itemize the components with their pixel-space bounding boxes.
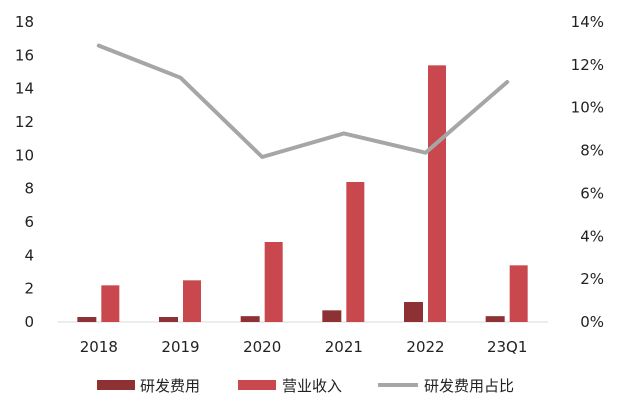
bar-revenue xyxy=(183,280,201,322)
legend-label-rd-expense: 研发费用 xyxy=(140,377,200,395)
bar-revenue xyxy=(509,265,528,322)
x-tick-label: 2019 xyxy=(161,338,199,356)
plot-area: 0 2 4 6 8 10 12 14 16 18 0% 2% 4% 6% 8% 10% 12% 14% 2018 20… xyxy=(15,13,604,356)
y-right-tick-label: 4% xyxy=(580,227,604,245)
y-left-tick-label: 14 xyxy=(15,80,34,98)
legend-label-rd-ratio: 研发费用占比 xyxy=(424,377,514,395)
x-tick-label: 2020 xyxy=(243,338,281,356)
bar-rd-expense xyxy=(240,316,260,322)
y-left-tick-label: 18 xyxy=(15,13,34,31)
bar-rd-expense xyxy=(485,316,505,322)
y-left-tick-label: 4 xyxy=(24,246,34,264)
y-left-tick-label: 8 xyxy=(24,180,34,198)
y-left-tick-label: 2 xyxy=(24,280,34,298)
x-tick-label: 23Q1 xyxy=(487,338,527,356)
y-right-tick-label: 2% xyxy=(580,270,604,288)
y-left-tick-label: 0 xyxy=(24,313,34,331)
y-left-tick-label: 10 xyxy=(15,146,34,164)
legend-label-revenue: 营业收入 xyxy=(282,377,342,395)
bar-revenue xyxy=(264,242,283,322)
legend-swatch-rd-expense xyxy=(97,380,135,390)
y-right-tick-label: 8% xyxy=(580,142,604,160)
bar-rd-expense xyxy=(77,317,97,322)
legend: 研发费用 营业收入 研发费用占比 xyxy=(97,377,514,395)
x-tick-label: 2021 xyxy=(325,338,363,356)
y-right-tick-label: 6% xyxy=(580,184,604,202)
bar-rd-expense xyxy=(159,317,178,322)
y-left-tick-label: 6 xyxy=(24,213,34,231)
bar-rd-expense xyxy=(322,310,342,322)
y-right-tick-label: 14% xyxy=(571,13,604,31)
bar-revenue xyxy=(428,65,446,322)
line-rd-ratio xyxy=(96,43,510,159)
bar-revenue xyxy=(346,182,365,322)
legend-swatch-revenue xyxy=(238,380,276,390)
y-left-tick-label: 16 xyxy=(15,46,34,64)
x-tick-label: 2022 xyxy=(406,338,444,356)
y-right-tick-label: 0% xyxy=(580,313,604,331)
bar-rd-expense xyxy=(404,302,423,322)
y-left-tick-label: 12 xyxy=(15,113,34,131)
y-right-tick-label: 12% xyxy=(571,56,604,74)
y-right-tick-label: 10% xyxy=(571,99,604,117)
x-tick-label: 2018 xyxy=(80,338,118,356)
bar-revenue xyxy=(101,285,120,322)
